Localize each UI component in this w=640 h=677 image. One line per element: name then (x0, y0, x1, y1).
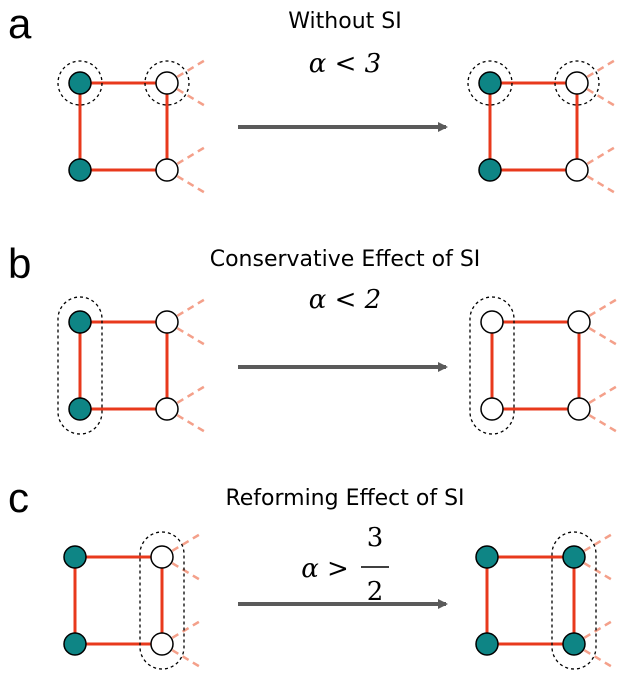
panel-title: Reforming Effect of SI (225, 486, 464, 511)
node (63, 632, 87, 656)
external-edge (576, 81, 618, 109)
external-edge (166, 57, 208, 85)
external-edge (166, 296, 208, 324)
node (567, 310, 591, 334)
node (155, 397, 179, 421)
external-edge (573, 618, 615, 646)
panel-letter: a (8, 0, 32, 47)
fraction-denominator: 2 (367, 577, 384, 607)
node (478, 158, 502, 182)
group-outline (551, 531, 597, 670)
node (475, 545, 499, 569)
external-edge (166, 81, 208, 109)
node (565, 71, 589, 95)
external-edge (573, 531, 615, 559)
node (63, 545, 87, 569)
panel-letter: b (8, 240, 31, 287)
external-edge (166, 407, 208, 435)
group-outline (57, 296, 103, 435)
node (68, 71, 92, 95)
external-edge (578, 320, 620, 348)
node (155, 310, 179, 334)
condition: α < 2 (309, 285, 381, 315)
node (68, 397, 92, 421)
group-outline (144, 60, 190, 106)
external-edge (578, 296, 620, 324)
external-edge (573, 642, 615, 670)
external-edge (578, 383, 620, 411)
node (68, 158, 92, 182)
external-edge (576, 168, 618, 196)
external-edge (161, 555, 203, 583)
node (567, 397, 591, 421)
node (565, 158, 589, 182)
panel-title: Conservative Effect of SI (210, 247, 481, 272)
group-outline (467, 60, 513, 106)
external-edge (166, 320, 208, 348)
group-outline (139, 531, 185, 670)
external-edge (578, 407, 620, 435)
external-edge (576, 144, 618, 172)
node (562, 545, 586, 569)
external-edge (161, 531, 203, 559)
condition: α < 3 (309, 49, 381, 79)
node (155, 71, 179, 95)
panel-letter: c (8, 474, 29, 521)
external-edge (576, 57, 618, 85)
node (480, 397, 504, 421)
node (155, 158, 179, 182)
condition: α > (301, 554, 349, 584)
external-edge (161, 618, 203, 646)
panel-title: Without SI (288, 9, 401, 34)
node (475, 632, 499, 656)
node (480, 310, 504, 334)
external-edge (161, 642, 203, 670)
node (562, 632, 586, 656)
node (150, 545, 174, 569)
node (478, 71, 502, 95)
external-edge (166, 168, 208, 196)
fraction-numerator: 3 (367, 523, 384, 553)
group-outline (469, 296, 515, 435)
node (68, 310, 92, 334)
group-outline (554, 60, 600, 106)
node (150, 632, 174, 656)
external-edge (573, 555, 615, 583)
external-edge (166, 383, 208, 411)
group-outline (57, 60, 103, 106)
external-edge (166, 144, 208, 172)
